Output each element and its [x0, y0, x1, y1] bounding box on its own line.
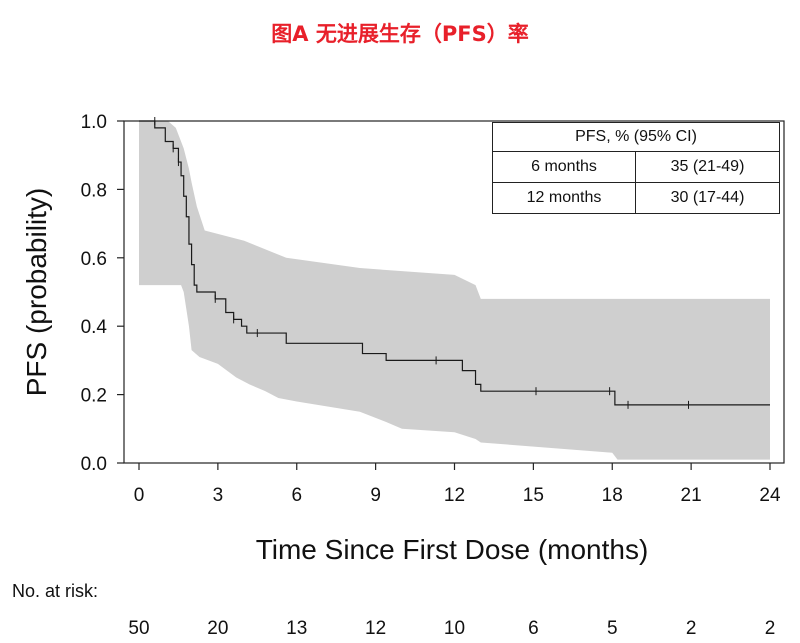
- x-tick-label: 12: [444, 485, 465, 506]
- table-row-value: 35 (21-49): [635, 151, 780, 183]
- x-tick-label: 24: [759, 485, 781, 506]
- table-row-label: 6 months: [492, 151, 636, 183]
- at-risk-value: 10: [444, 618, 465, 639]
- at-risk-value: 50: [128, 618, 149, 639]
- at-risk-label: No. at risk:: [12, 581, 99, 601]
- table-row-label: 12 months: [492, 182, 636, 214]
- at-risk-value: 2: [686, 618, 697, 639]
- x-tick-label: 6: [291, 485, 302, 506]
- y-tick-label: 0.8: [81, 180, 107, 201]
- at-risk-value: 20: [207, 618, 228, 639]
- y-tick-label: 0.2: [81, 386, 107, 407]
- x-tick-label: 0: [134, 485, 145, 506]
- x-tick-label: 15: [523, 485, 544, 506]
- table-row: 12 months 30 (17-44): [492, 182, 780, 214]
- at-risk-value: 12: [365, 618, 386, 639]
- table-row-value: 30 (17-44): [635, 182, 780, 214]
- at-risk-value: 13: [286, 618, 307, 639]
- x-tick-label: 9: [370, 485, 381, 506]
- x-tick-label: 3: [213, 485, 224, 506]
- y-tick-label: 0.4: [81, 317, 108, 338]
- at-risk-value: 5: [607, 618, 618, 639]
- y-tick-label: 0.6: [81, 249, 107, 270]
- y-axis-title: PFS (probability): [21, 188, 52, 397]
- x-tick-label: 21: [681, 485, 702, 506]
- at-risk-layer: 50 20 13 12 10 6 5 2 2: [128, 618, 775, 639]
- at-risk-value: 2: [765, 618, 776, 639]
- y-tick-label: 0.0: [81, 454, 107, 475]
- table-row: 6 months 35 (21-49): [492, 151, 780, 183]
- chart-title: 图A 无进展生存（PFS）率: [271, 22, 529, 46]
- x-tick-label: 18: [602, 485, 623, 506]
- table-header: PFS, % (95% CI): [492, 122, 780, 152]
- confidence-band-layer: [139, 121, 770, 460]
- pfs-estimate-table: PFS, % (95% CI) 6 months 35 (21-49) 12 m…: [492, 122, 780, 214]
- x-axis-title: Time Since First Dose (months): [256, 534, 649, 565]
- confidence-band: [139, 121, 770, 460]
- y-tick-label: 1.0: [81, 112, 107, 133]
- km-curve-layer: [139, 117, 770, 409]
- table-header-row: PFS, % (95% CI): [492, 122, 780, 152]
- at-risk-value: 6: [528, 618, 539, 639]
- tick-label-layer: 0 3 6 9 12 15 18 21 24 0.0 0.2 0.4 0.6 0.8 1.0: [81, 112, 781, 506]
